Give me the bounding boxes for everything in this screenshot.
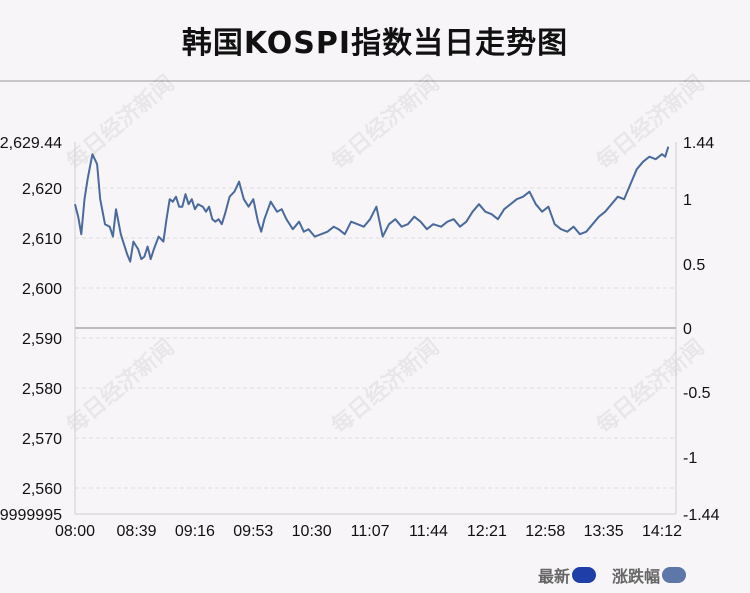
legend-label-latest: 最新 xyxy=(537,567,570,586)
left-tick-label: 2,600 xyxy=(22,281,62,298)
x-axis-labels: 08:00 08:39 09:16 09:53 10:30 11:07 11:44 12:21… xyxy=(55,523,682,540)
grid-lines xyxy=(75,187,676,489)
series-line-latest xyxy=(74,146,670,263)
x-tick-label: 08:00 xyxy=(55,523,95,540)
right-tick-label: 0.5 xyxy=(683,257,705,274)
chart-title: 韩国KOSPI指数当日走势图 xyxy=(181,26,569,61)
x-tick-label: 13:35 xyxy=(584,523,624,540)
right-tick-label: -1 xyxy=(683,450,697,467)
x-tick-label: 08:39 xyxy=(117,523,157,540)
right-tick-label: -1.44 xyxy=(683,507,720,524)
x-tick-label: 11:07 xyxy=(351,523,390,540)
left-tick-label: 9999995 xyxy=(0,507,62,524)
right-tick-label: -0.5 xyxy=(683,385,711,402)
x-tick-label: 12:58 xyxy=(525,523,565,540)
watermark-text: 每日经济新闻 xyxy=(62,334,180,439)
chart-axes xyxy=(74,142,677,515)
x-tick-label: 12:21 xyxy=(467,523,507,540)
left-tick-label: 2,629.44 xyxy=(0,135,62,152)
legend-item-latest: 最新 xyxy=(538,563,596,587)
right-tick-label: 1 xyxy=(683,192,692,209)
watermark-text: 每日经济新闻 xyxy=(327,70,445,175)
right-tick-label: 1.44 xyxy=(683,135,714,152)
watermark-text: 每日经济新闻 xyxy=(62,70,180,175)
left-axis-labels: 2,629.44 2,620 2,610 2,600 2,590 2,580 2,570 2,… xyxy=(0,135,62,524)
title-divider xyxy=(0,80,750,82)
x-tick-label: 11:44 xyxy=(409,523,448,540)
legend-swatch-latest xyxy=(571,567,596,583)
right-axis-labels: 1.44 1 0.5 0 -0.5 -1 -1.44 xyxy=(683,135,720,524)
legend-swatch-change xyxy=(662,567,686,583)
legend-label-change: 涨跌幅 xyxy=(611,567,660,586)
watermark-text: 每日经济新闻 xyxy=(592,70,710,175)
x-tick-label: 10:30 xyxy=(292,523,332,540)
series-layer xyxy=(74,146,670,263)
left-tick-label: 2,580 xyxy=(22,381,62,398)
x-tick-label: 09:16 xyxy=(175,523,215,540)
legend-item-change: 涨跌幅 xyxy=(612,563,686,587)
left-tick-label: 2,570 xyxy=(22,431,62,448)
left-tick-label: 2,590 xyxy=(22,331,62,348)
watermark-text: 每日经济新闻 xyxy=(327,334,445,439)
x-tick-label: 14:12 xyxy=(642,523,682,540)
legend: 最新 涨跌幅 xyxy=(522,563,686,587)
x-tick-label: 09:53 xyxy=(233,523,273,540)
left-tick-label: 2,560 xyxy=(22,481,62,498)
left-tick-label: 2,620 xyxy=(22,181,62,198)
right-tick-label: 0 xyxy=(683,321,692,338)
left-tick-label: 2,610 xyxy=(22,231,62,248)
